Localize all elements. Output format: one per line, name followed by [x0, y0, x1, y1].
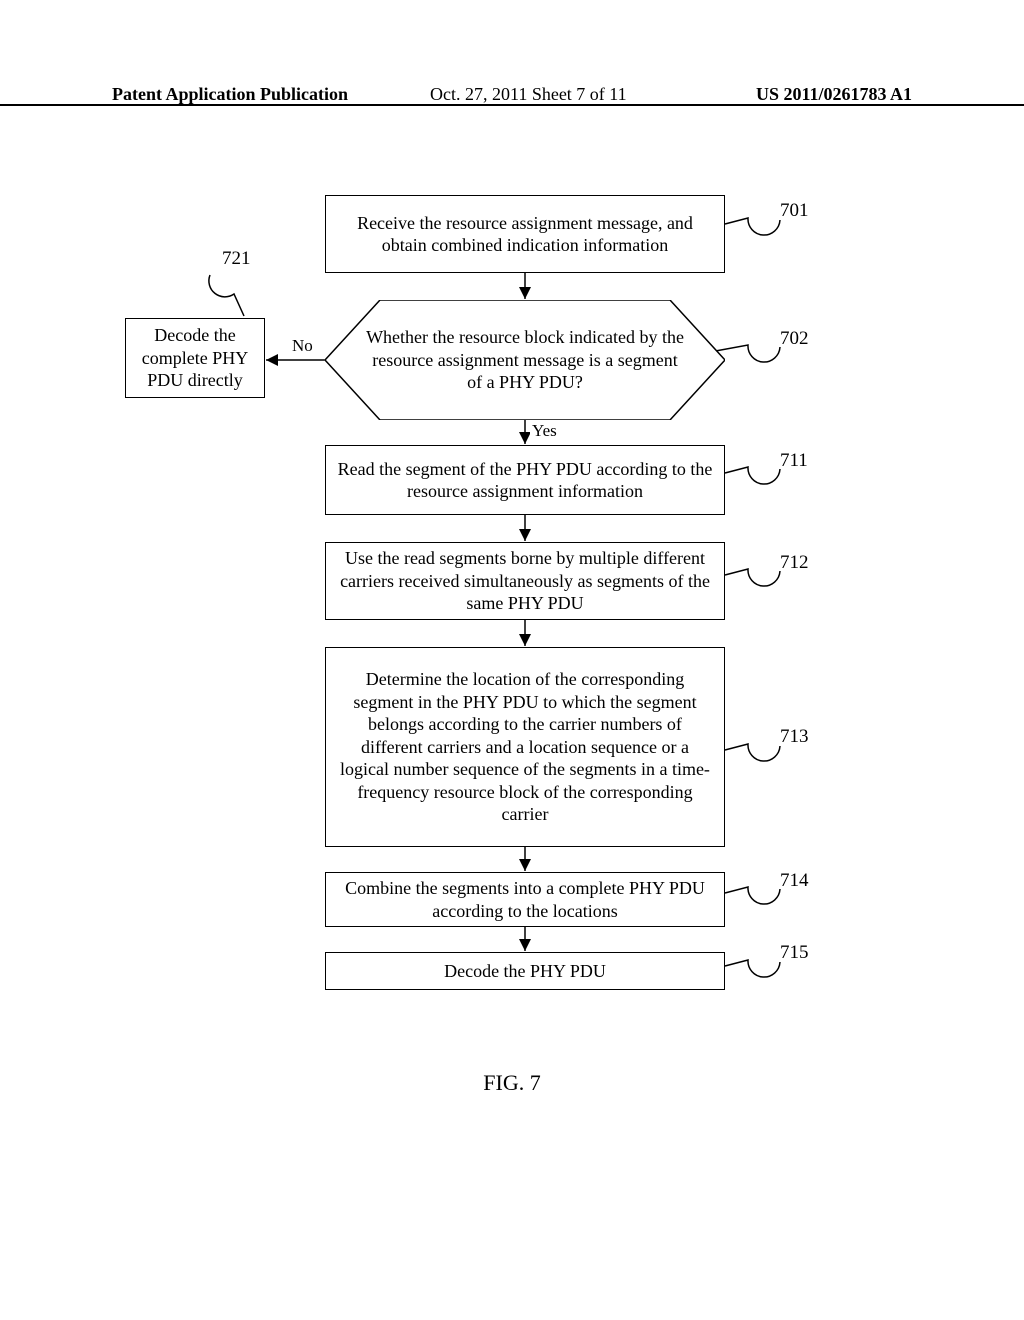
step-714: Combine the segments into a complete PHY…: [325, 872, 725, 927]
step-711: Read the segment of the PHY PDU accordin…: [325, 445, 725, 515]
edge-yes-label: Yes: [530, 421, 559, 441]
decision-702-text: Whether the resource block indicated by …: [325, 326, 725, 394]
ref-714: 714: [780, 870, 809, 892]
step-701: Receive the resource assignment message,…: [325, 195, 725, 273]
header-center: Oct. 27, 2011 Sheet 7 of 11: [430, 84, 627, 105]
figure-caption: FIG. 7: [0, 1070, 1024, 1096]
page-header: Patent Application Publication Oct. 27, …: [0, 84, 1024, 106]
ref-713: 713: [780, 726, 809, 748]
step-713: Determine the location of the correspond…: [325, 647, 725, 847]
decision-702: Whether the resource block indicated by …: [325, 300, 725, 420]
step-721-text: Decode the complete PHY PDU directly: [136, 324, 254, 392]
step-721: Decode the complete PHY PDU directly: [125, 318, 265, 398]
step-715-text: Decode the PHY PDU: [444, 960, 606, 983]
flowchart: Receive the resource assignment message,…: [0, 190, 1024, 1190]
header-right: US 2011/0261783 A1: [756, 84, 912, 105]
ref-702: 702: [780, 328, 809, 350]
step-711-text: Read the segment of the PHY PDU accordin…: [336, 458, 714, 503]
step-713-text: Determine the location of the correspond…: [336, 668, 714, 826]
ref-712: 712: [780, 552, 809, 574]
edge-no-label: No: [290, 336, 315, 356]
step-715: Decode the PHY PDU: [325, 952, 725, 990]
step-701-text: Receive the resource assignment message,…: [336, 212, 714, 257]
step-712: Use the read segments borne by multiple …: [325, 542, 725, 620]
ref-721: 721: [222, 248, 251, 270]
ref-701: 701: [780, 200, 809, 222]
header-left: Patent Application Publication: [112, 84, 348, 105]
ref-711: 711: [780, 450, 808, 472]
ref-715: 715: [780, 942, 809, 964]
step-714-text: Combine the segments into a complete PHY…: [336, 877, 714, 922]
step-712-text: Use the read segments borne by multiple …: [336, 547, 714, 615]
